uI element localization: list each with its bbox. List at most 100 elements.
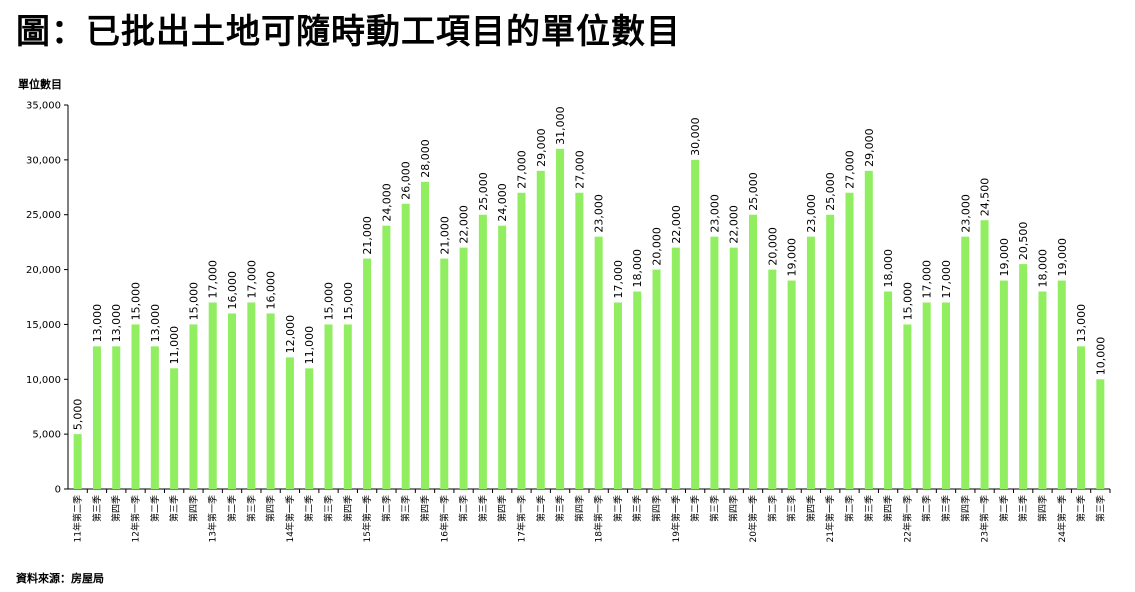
x-category-label: 18年第一季 [593,495,605,542]
bar [845,192,854,489]
x-category-label: 12年第一季 [130,495,142,542]
bar-value-label: 27,000 [844,150,857,189]
bar [575,192,584,489]
bar [170,368,179,489]
bar [324,324,333,489]
y-tick-label: 0 [55,485,61,496]
x-category-label: 第二季 [226,495,238,522]
y-tick-label: 5,000 [32,430,61,441]
x-category-label: 第二季 [149,495,161,522]
bar [420,181,429,490]
bar-value-label: 24,500 [979,178,992,217]
x-category-label: 第二季 [766,495,778,522]
bar-value-label: 27,000 [515,150,528,189]
bar-value-label: 10,000 [1094,337,1107,376]
bar [285,357,294,489]
bar [459,247,468,489]
bar [691,159,700,489]
x-category-label: 第三季 [631,495,643,522]
x-category-label: 22年第一季 [901,495,913,542]
x-category-label: 第二季 [535,495,547,522]
chart-title: 圖：已批出土地可隨時動工項目的單位數目 [16,12,681,52]
x-category-label: 第四季 [187,495,199,522]
x-category-label: 第二季 [1075,495,1087,522]
bar-value-label: 24,000 [496,183,509,222]
bar [131,324,140,489]
bar [980,220,989,489]
bar-value-label: 13,000 [110,304,123,343]
x-category-label: 第二季 [689,495,701,522]
bar [826,214,835,489]
x-category-label: 第三季 [708,495,720,522]
bar-value-label: 18,000 [882,249,895,288]
bar [208,302,217,489]
bar-value-label: 25,000 [747,172,760,211]
bar-value-label: 30,000 [689,117,702,156]
bar-value-label: 5,000 [72,399,85,431]
bar [999,280,1008,489]
x-category-label: 第四季 [882,495,894,522]
x-category-label: 第四季 [110,495,122,522]
x-category-label: 第四季 [419,495,431,522]
x-category-label: 第四季 [1036,495,1048,522]
bar-value-label: 12,000 [284,315,297,354]
bar [806,236,815,489]
x-category-label: 第二季 [844,495,856,522]
bar-value-label: 26,000 [400,161,413,200]
x-category-label: 第四季 [728,495,740,522]
bar [1077,346,1086,489]
bar [671,247,680,489]
bar-value-label: 21,000 [361,216,374,255]
bar [1038,291,1047,489]
y-tick-label: 15,000 [26,320,61,331]
bar [73,434,82,489]
y-tick-label: 35,000 [26,101,61,112]
bar [440,258,449,489]
bar-value-label: 28,000 [419,139,432,178]
x-category-label: 第四季 [959,495,971,522]
x-category-label: 第三季 [554,495,566,522]
bar-value-label: 23,000 [805,194,818,233]
bar [517,192,526,489]
bar [652,269,661,489]
bar-value-label: 17,000 [245,260,258,299]
bar [729,247,738,489]
y-axis-label: 單位數目 [18,78,62,91]
bar-value-label: 17,000 [921,260,934,299]
bar-value-label: 19,000 [786,238,799,277]
bar-value-label: 29,000 [535,128,548,167]
bar-value-label: 22,000 [670,205,683,244]
x-category-label: 第四季 [805,495,817,522]
x-category-label: 13年第一季 [207,495,219,542]
bar-value-label: 21,000 [438,216,451,255]
bar [710,236,719,489]
bar-value-label: 15,000 [901,282,914,321]
bar [228,313,237,489]
x-category-label: 第二季 [380,495,392,522]
y-tick-label: 25,000 [26,210,61,221]
x-category-label: 第三季 [477,495,489,522]
bar [536,170,545,490]
bar-value-label: 16,000 [226,271,239,310]
x-category-label: 第二季 [612,495,624,522]
bar-value-label: 18,000 [1036,249,1049,288]
bar-value-label: 11,000 [303,326,316,365]
bar-value-label: 15,000 [342,282,355,321]
y-tick-label: 20,000 [26,265,61,276]
bar-value-label: 17,000 [207,260,220,299]
bar [92,346,101,489]
y-tick-label: 30,000 [26,155,61,166]
bar-value-label: 25,000 [824,172,837,211]
bar-value-label: 29,000 [863,128,876,167]
bar [903,324,912,489]
bar [1057,280,1066,489]
x-category-label: 19年第一季 [670,495,682,542]
bar-value-label: 19,000 [1056,238,1069,277]
bar-value-label: 13,000 [1075,304,1088,343]
bar-value-label: 15,000 [130,282,143,321]
bar-value-label: 31,000 [554,106,567,145]
bar-value-label: 24,000 [380,183,393,222]
bar-value-label: 23,000 [959,194,972,233]
bar-value-label: 13,000 [91,304,104,343]
